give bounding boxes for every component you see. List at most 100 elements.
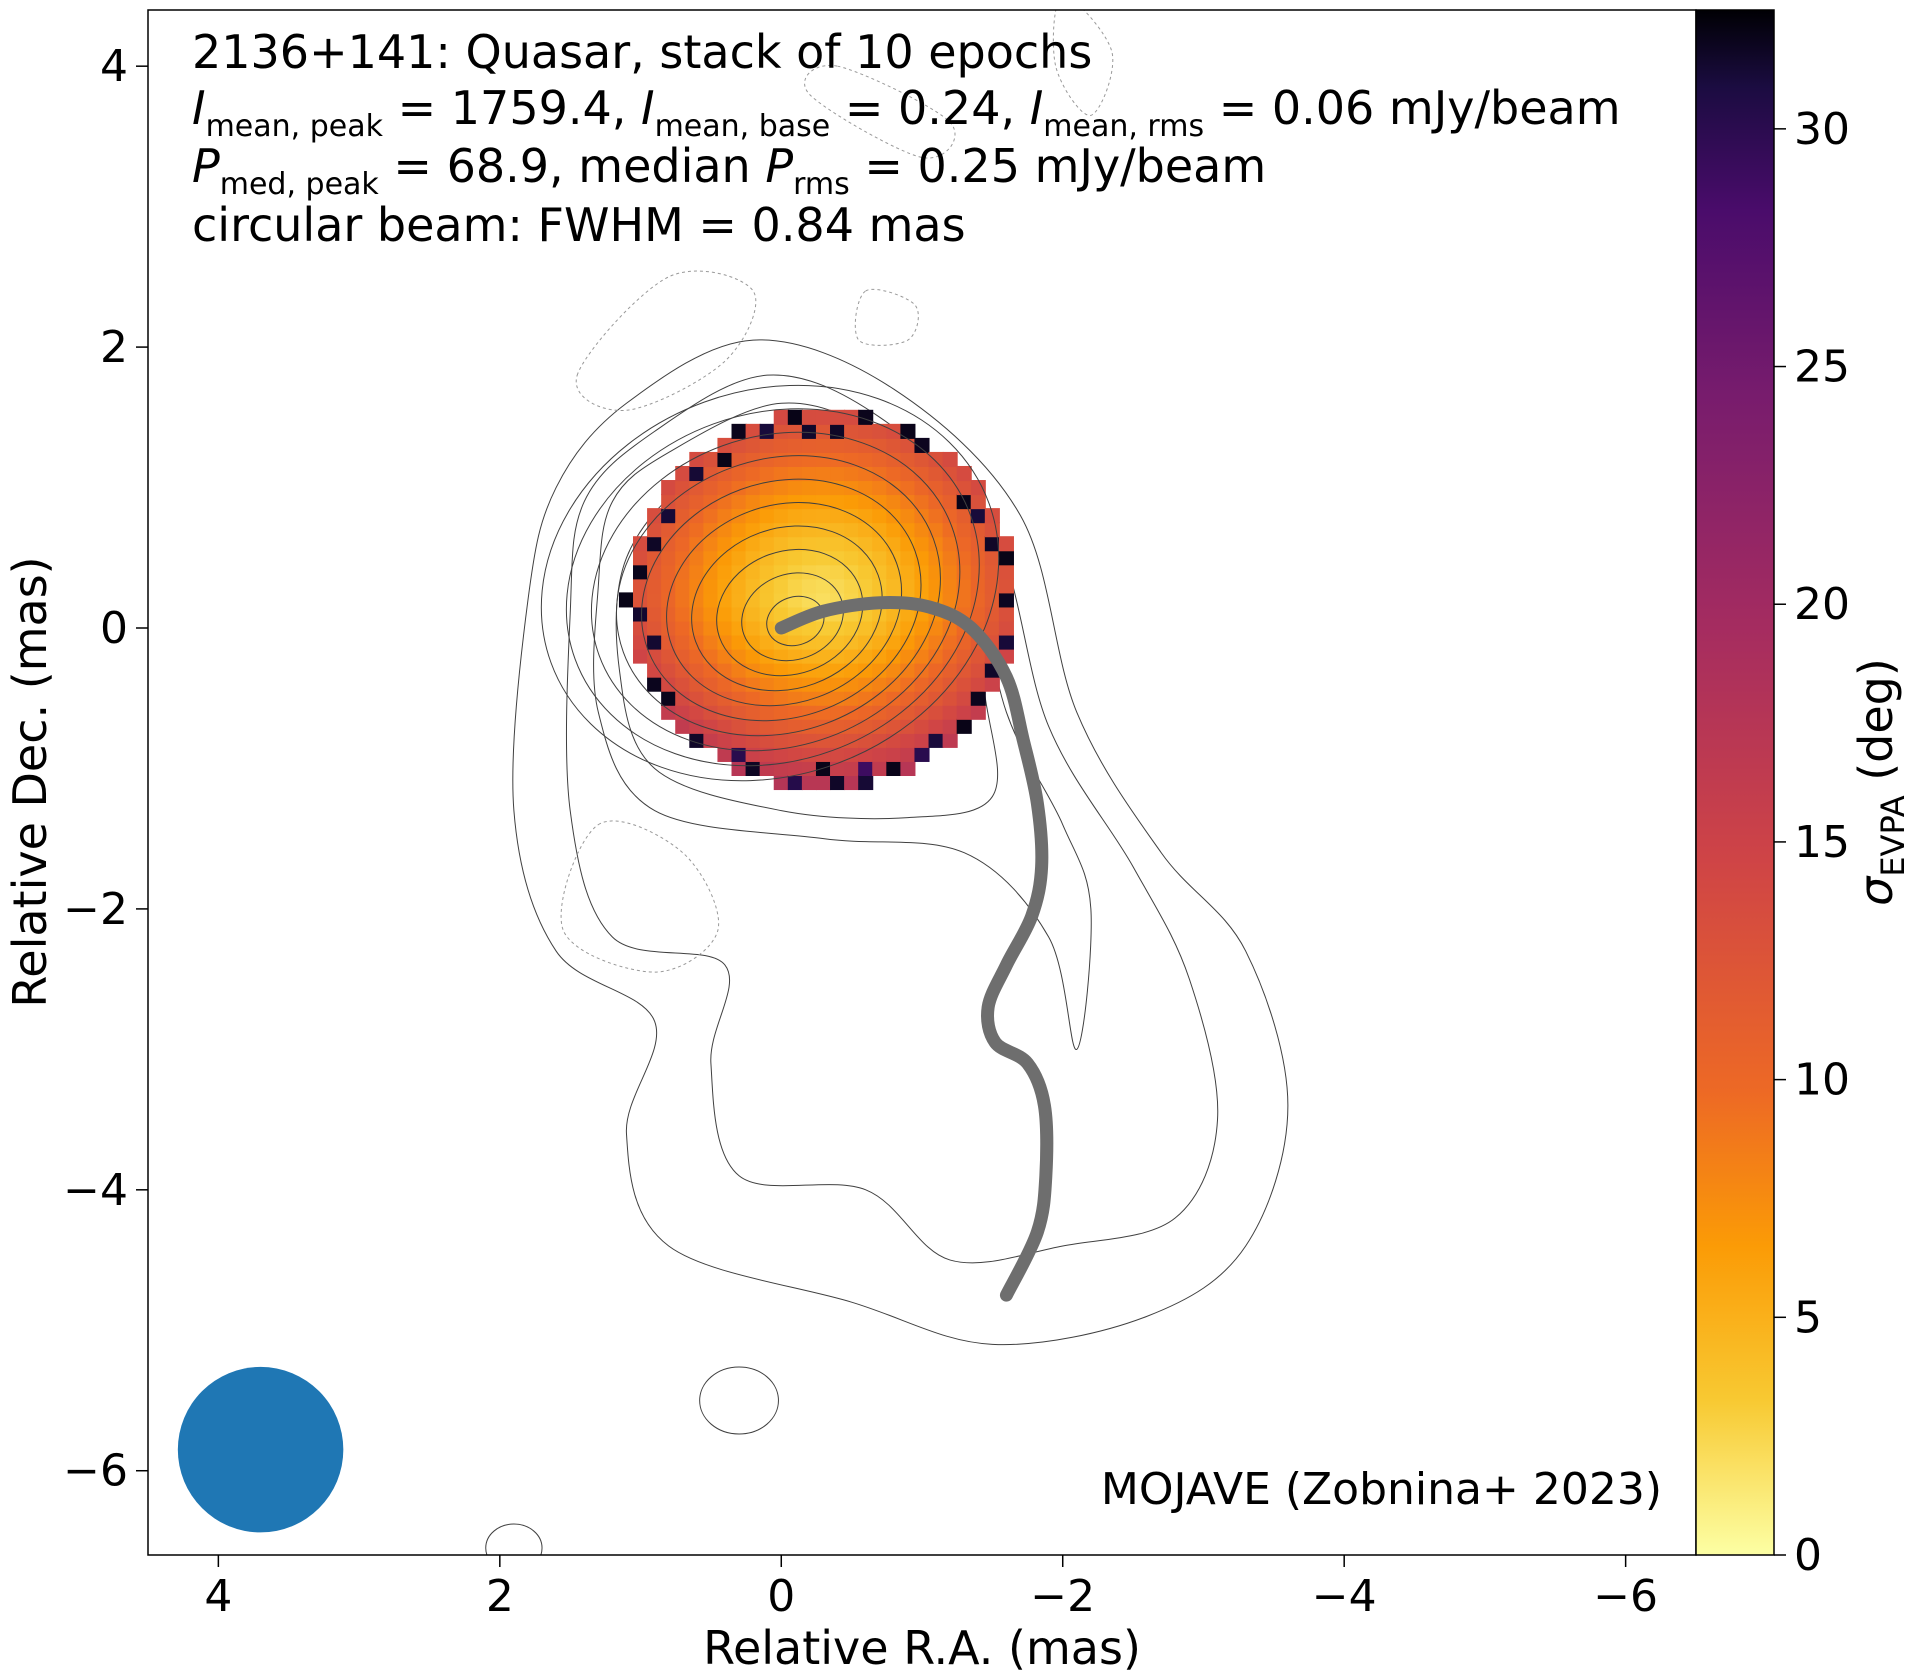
heatmap-pixel [984,606,1000,622]
heatmap-pixel [647,592,663,608]
negative-contour-line [575,270,757,411]
heatmap-pixel [731,634,747,650]
heatmap-pixel [900,704,916,720]
heatmap-pixel [745,550,761,566]
heatmap-pixel [872,451,888,468]
heatmap-pixel [830,465,846,482]
heatmap-pixel [787,480,803,496]
heatmap-pixel [675,662,691,678]
heatmap-pixel [773,550,789,566]
info-line-3: Pmed, peak = 68.9, median Prms = 0.25 mJ… [192,139,1266,202]
heatmap-pixel [731,536,747,552]
colorbar-tick-label: 10 [1794,1055,1850,1106]
heatmap-pixel [801,465,817,482]
heatmap-pixel [942,578,958,594]
heatmap-pixel [844,437,860,453]
heatmap-pixel [689,494,705,510]
heatmap-pixel [872,564,888,580]
heatmap-pixel [647,564,663,580]
heatmap-pixel [900,536,916,552]
heatmap-pixel [689,606,705,622]
heatmap-pixel [970,564,986,580]
heatmap-pixel [928,564,944,580]
heatmap-pixel [745,465,761,482]
heatmap-pixel [900,760,916,777]
heatmap-pixel [914,536,930,552]
heatmap-pixel [801,522,817,538]
heatmap-pixel [858,494,874,510]
heatmap-pixel [900,676,916,692]
heatmap-pixel [956,662,972,678]
heatmap-pixel [703,620,719,636]
heatmap-pixel [900,662,916,678]
heatmap-pixel [745,746,761,762]
heatmap-pixel [844,480,860,496]
heatmap-pixel [773,634,789,650]
heatmap-pixel [675,648,691,664]
x-axis-label: Relative R.A. (mas) [703,1621,1141,1674]
heatmap-pixel [689,732,705,748]
heatmap-pixel [731,760,747,777]
contour-line [590,431,961,752]
heatmap-pixel [773,536,789,552]
heatmap-pixel [872,522,888,538]
heatmap-pixel [647,620,663,636]
heatmap-pixel [844,620,860,636]
heatmap-pixel [717,690,733,706]
heatmap-pixel [717,620,733,636]
contour-line [615,455,941,737]
heatmap-pixel [787,592,803,608]
heatmap-pixel [731,620,747,636]
heatmap-pixel [998,578,1014,594]
heatmap-pixel [858,746,874,762]
heatmap-pixel [661,480,677,496]
heatmap-pixel [900,423,916,439]
heatmap-pixel [815,634,832,650]
heatmap-pixel [942,451,958,468]
heatmap-pixel [956,648,972,664]
heatmap-pixel [858,409,874,425]
heatmap-pixel [675,620,691,636]
heatmap-pixel [703,634,719,650]
heatmap-pixel [731,494,747,510]
heatmap-pixel [900,437,916,453]
heatmap-pixel [647,606,663,622]
heatmap-pixel [844,494,860,510]
heatmap-pixel [914,704,930,720]
heatmap-pixel [956,676,972,692]
heatmap-pixel [759,423,775,439]
colorbar: 0 5 10 15 20 25 30 σEVPA (deg) [1695,9,1905,1581]
heatmap-pixel [942,465,958,482]
heatmap-pixel [731,704,747,720]
heatmap-pixel [717,718,733,734]
heatmap-pixel [998,592,1014,608]
heatmap-pixel [773,437,789,453]
heatmap-pixel [914,437,930,453]
heatmap-pixel [886,718,902,734]
heatmap-pixel [872,634,888,650]
heatmap-pixel [759,592,775,608]
heatmap-pixel [801,578,817,594]
heatmap-pixel [956,508,972,524]
plot-area: 4 2 0 −2 −4 −6 4 2 0 −2 −4 −6 [63,9,1697,1622]
info-line-2: Imean, peak = 1759.4, Imean, base = 0.24… [192,81,1621,144]
x-tick-label: 4 [204,1571,232,1622]
heatmap-pixel [801,508,817,524]
heatmap-pixel [886,634,902,650]
heatmap-pixel [928,451,944,468]
heatmap-pixel [844,662,860,678]
y-tick-label: −2 [63,884,128,935]
heatmap-pixel [998,634,1014,650]
y-tick-label: 0 [100,603,128,654]
heatmap-pixel [661,508,677,524]
heatmap-pixel [661,522,677,538]
heatmap-pixel [801,774,817,791]
heatmap-pixel [759,718,775,734]
heatmap-pixel [858,465,874,482]
heatmap-pixel [801,480,817,496]
heatmap-pixel [858,620,874,636]
heatmap-pixel [689,451,705,468]
heatmap-pixel [717,606,733,622]
heatmap-pixel [844,465,860,482]
heatmap-pixel [886,536,902,552]
